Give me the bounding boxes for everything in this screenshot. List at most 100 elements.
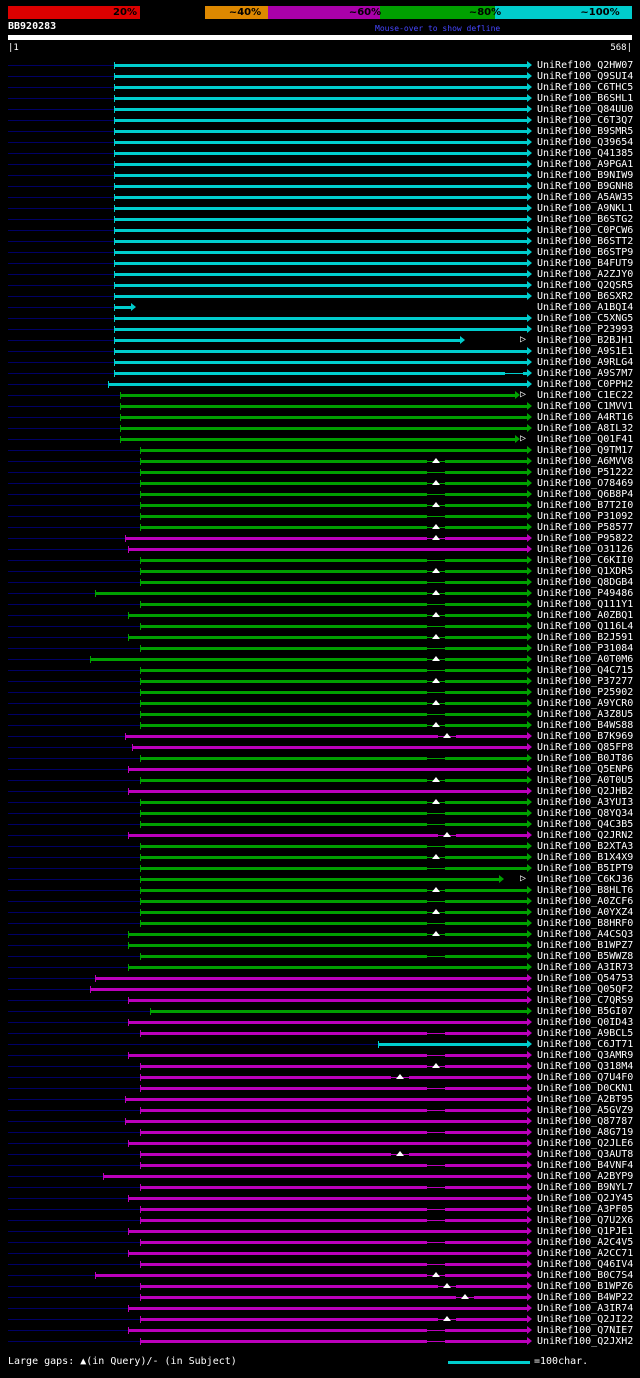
alignment-bar[interactable] xyxy=(140,1065,527,1068)
alignment-bar[interactable] xyxy=(114,317,527,320)
alignment-bar[interactable] xyxy=(140,845,527,848)
alignment-bar[interactable] xyxy=(114,75,527,78)
alignment-bar[interactable] xyxy=(140,1241,527,1244)
hit-label[interactable]: UniRef100_P95822 xyxy=(537,533,634,544)
alignment-bar[interactable] xyxy=(114,284,527,287)
hit-label[interactable]: UniRef100_P23993 xyxy=(537,324,634,335)
hit-label[interactable]: UniRef100_Q46IV4 xyxy=(537,1259,634,1270)
alignment-bar[interactable] xyxy=(128,636,527,639)
hit-label[interactable]: UniRef100_A4CSQ3 xyxy=(537,929,634,940)
alignment-bar[interactable] xyxy=(119,416,527,419)
alignment-bar[interactable] xyxy=(140,702,527,705)
alignment-bar[interactable] xyxy=(114,361,527,364)
alignment-bar[interactable] xyxy=(140,911,527,914)
alignment-bar[interactable] xyxy=(94,592,527,595)
alignment-bar[interactable] xyxy=(128,966,527,969)
hit-label[interactable]: UniRef100_P58577 xyxy=(537,522,634,533)
hit-label[interactable]: UniRef100_Q85FP8 xyxy=(537,742,634,753)
hit-label[interactable]: UniRef100_C6T3Q7 xyxy=(537,115,634,126)
hit-label[interactable]: UniRef100_B0JT86 xyxy=(537,753,634,764)
hit-label[interactable]: UniRef100_B0C7S4 xyxy=(537,1270,634,1281)
hit-label[interactable]: UniRef100_B9GNH8 xyxy=(537,181,634,192)
hit-label[interactable]: UniRef100_A1BQI4 xyxy=(537,302,634,313)
alignment-bar[interactable] xyxy=(128,1021,527,1024)
alignment-bar[interactable] xyxy=(140,449,527,452)
alignment-bar[interactable] xyxy=(140,515,527,518)
alignment-bar[interactable] xyxy=(140,482,527,485)
hit-label[interactable]: UniRef100_A9YCR0 xyxy=(537,698,634,709)
alignment-bar[interactable] xyxy=(128,933,527,936)
alignment-bar[interactable] xyxy=(114,119,527,122)
hit-label[interactable]: UniRef100_A3IR74 xyxy=(537,1303,634,1314)
hit-label[interactable]: UniRef100_B1WPZ7 xyxy=(537,940,634,951)
alignment-bar[interactable] xyxy=(103,1175,527,1178)
alignment-bar[interactable] xyxy=(128,768,527,771)
alignment-bar[interactable] xyxy=(140,1186,527,1189)
alignment-bar[interactable] xyxy=(140,1109,527,1112)
alignment-bar[interactable] xyxy=(140,1208,527,1211)
hit-label[interactable]: UniRef100_Q2JHB2 xyxy=(537,786,634,797)
hit-label[interactable]: UniRef100_B6SXR2 xyxy=(537,291,634,302)
alignment-bar[interactable] xyxy=(114,273,527,276)
hit-label[interactable]: UniRef100_A9BCL5 xyxy=(537,1028,634,1039)
alignment-bar[interactable] xyxy=(140,779,527,782)
hit-label[interactable]: UniRef100_Q2JI22 xyxy=(537,1314,634,1325)
hit-label[interactable]: UniRef100_Q41385 xyxy=(537,148,634,159)
alignment-bar[interactable] xyxy=(140,625,527,628)
hit-label[interactable]: UniRef100_A3Z8U5 xyxy=(537,709,634,720)
hit-label[interactable]: UniRef100_C1MVV1 xyxy=(537,401,634,412)
alignment-bar[interactable] xyxy=(128,1230,527,1233)
alignment-bar[interactable] xyxy=(114,328,527,331)
hit-label[interactable]: UniRef100_A0ZBQ1 xyxy=(537,610,634,621)
hit-label[interactable]: UniRef100_O78469 xyxy=(537,478,634,489)
alignment-bar[interactable] xyxy=(140,856,527,859)
hit-label[interactable]: UniRef100_A2CC71 xyxy=(537,1248,634,1259)
hit-label[interactable]: UniRef100_Q01F41 xyxy=(537,434,634,445)
alignment-bar[interactable] xyxy=(140,1164,527,1167)
alignment-bar[interactable] xyxy=(119,394,515,397)
hit-label[interactable]: UniRef100_Q6B8P4 xyxy=(537,489,634,500)
hit-label[interactable]: UniRef100_A0T0M6 xyxy=(537,654,634,665)
alignment-bar[interactable] xyxy=(128,1307,527,1310)
alignment-bar[interactable] xyxy=(114,251,527,254)
alignment-bar[interactable] xyxy=(150,1010,527,1013)
hit-label[interactable]: UniRef100_A8G719 xyxy=(537,1127,634,1138)
alignment-bar[interactable] xyxy=(114,262,527,265)
alignment-bar[interactable] xyxy=(140,1219,527,1222)
hit-label[interactable]: UniRef100_B7K969 xyxy=(537,731,634,742)
hit-label[interactable]: UniRef100_A4RT16 xyxy=(537,412,634,423)
hit-label[interactable]: UniRef100_B1WPZ6 xyxy=(537,1281,634,1292)
hit-label[interactable]: UniRef100_B5GI07 xyxy=(537,1006,634,1017)
hit-label[interactable]: UniRef100_Q1PJE1 xyxy=(537,1226,634,1237)
hit-label[interactable]: UniRef100_C1EC22 xyxy=(537,390,634,401)
alignment-bar[interactable] xyxy=(140,669,527,672)
alignment-bar[interactable] xyxy=(140,691,527,694)
hit-label[interactable]: UniRef100_P31084 xyxy=(537,643,634,654)
alignment-bar[interactable] xyxy=(140,1153,527,1156)
alignment-bar[interactable] xyxy=(114,152,527,155)
hit-label[interactable]: UniRef100_P37277 xyxy=(537,676,634,687)
hit-label[interactable]: UniRef100_B8HRF0 xyxy=(537,918,634,929)
hit-label[interactable]: UniRef100_A9PGA1 xyxy=(537,159,634,170)
alignment-bar[interactable] xyxy=(140,460,527,463)
hit-label[interactable]: UniRef100_C0PCW6 xyxy=(537,225,634,236)
hit-label[interactable]: UniRef100_Q2JRN2 xyxy=(537,830,634,841)
alignment-bar[interactable] xyxy=(119,427,527,430)
hit-label[interactable]: UniRef100_Q2JXH2 xyxy=(537,1336,634,1347)
alignment-bar[interactable] xyxy=(140,955,527,958)
alignment-bar[interactable] xyxy=(119,405,527,408)
alignment-bar[interactable] xyxy=(140,724,527,727)
alignment-bar[interactable] xyxy=(128,1329,527,1332)
alignment-bar[interactable] xyxy=(128,834,527,837)
hit-label[interactable]: UniRef100_Q8DGB4 xyxy=(537,577,634,588)
alignment-bar[interactable] xyxy=(140,570,527,573)
hit-label[interactable]: UniRef100_B2XTA3 xyxy=(537,841,634,852)
alignment-bar[interactable] xyxy=(140,1318,527,1321)
hit-label[interactable]: UniRef100_Q9SUI4 xyxy=(537,71,634,82)
alignment-bar[interactable] xyxy=(114,108,527,111)
hit-label[interactable]: UniRef100_A3IR73 xyxy=(537,962,634,973)
alignment-bar[interactable] xyxy=(114,295,527,298)
hit-label[interactable]: UniRef100_B6STT2 xyxy=(537,236,634,247)
hit-label[interactable]: UniRef100_Q318M4 xyxy=(537,1061,634,1072)
alignment-bar[interactable] xyxy=(114,174,527,177)
